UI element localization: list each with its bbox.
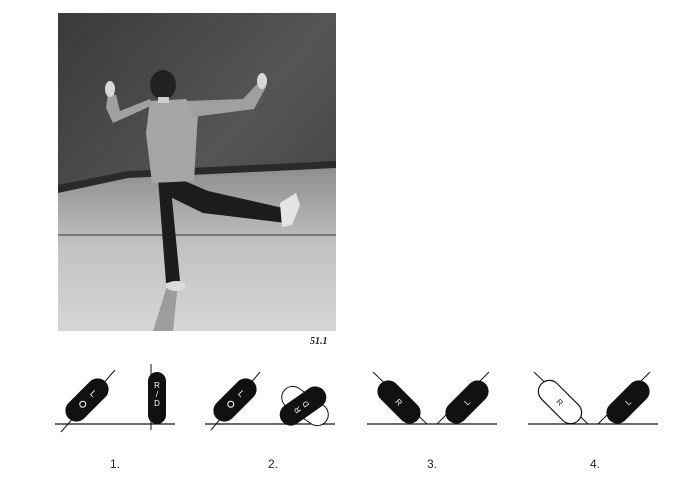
footwork-diagram-4: R L bbox=[526, 358, 676, 438]
right-foot-separator: / bbox=[156, 390, 159, 399]
right-foot-letter: R bbox=[554, 397, 565, 408]
right-foot-outline: R bbox=[537, 379, 583, 425]
footwork-diagram-3: R L bbox=[365, 358, 515, 438]
left-foot-letter: L bbox=[236, 388, 247, 399]
right-foot-suffix: D bbox=[300, 399, 311, 409]
right-foot-letter: R bbox=[154, 381, 160, 390]
right-foot-print: R / D bbox=[148, 372, 166, 424]
figure-label: 51.1 bbox=[310, 336, 328, 347]
step-number-3: 3. bbox=[427, 457, 438, 471]
photo-image bbox=[58, 13, 336, 331]
footwork-diagram-1: L R / D bbox=[55, 358, 205, 438]
right-foot-print: R D bbox=[279, 386, 327, 426]
step-number-2: 2. bbox=[268, 457, 279, 471]
left-foot-print: L bbox=[606, 380, 650, 424]
right-foot-print: R bbox=[377, 380, 421, 424]
right-foot-letter: R bbox=[393, 397, 404, 408]
left-foot-print: L bbox=[445, 380, 489, 424]
left-foot-print: L bbox=[65, 378, 109, 422]
left-foot-letter: L bbox=[463, 397, 473, 407]
left-foot-letter: L bbox=[88, 388, 99, 399]
left-foot-letter: L bbox=[624, 397, 634, 407]
step-number-1: 1. bbox=[110, 457, 121, 471]
step-number-4: 4. bbox=[590, 457, 601, 471]
right-foot-letter: R bbox=[292, 405, 303, 415]
left-foot-print: L bbox=[213, 378, 257, 422]
footwork-diagram-2: L R D bbox=[205, 358, 355, 438]
kick-photograph bbox=[58, 13, 336, 331]
right-foot-suffix: D bbox=[154, 399, 160, 408]
